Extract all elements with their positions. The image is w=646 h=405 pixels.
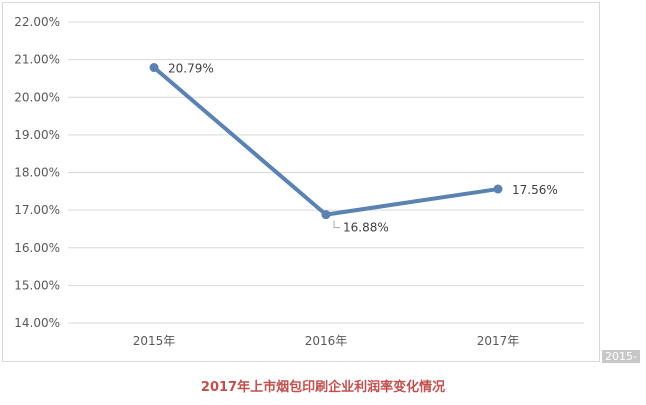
label-leader-line xyxy=(333,220,340,229)
corner-watermark: 2015- xyxy=(602,350,640,363)
data-point xyxy=(321,210,331,220)
y-tick-label: 21.00% xyxy=(14,53,60,67)
x-tick-label: 2016年 xyxy=(305,334,348,348)
x-tick-label: 2017年 xyxy=(477,334,520,348)
data-label: 17.56% xyxy=(512,183,558,197)
x-tick-label: 2015年 xyxy=(133,334,176,348)
y-tick-label: 19.00% xyxy=(14,128,60,142)
y-tick-label: 16.00% xyxy=(14,241,60,255)
data-point xyxy=(149,63,159,73)
y-tick-label: 15.00% xyxy=(14,278,60,292)
series-line xyxy=(152,65,500,217)
data-point xyxy=(493,184,503,194)
y-tick-label: 14.00% xyxy=(14,316,60,330)
y-tick-label: 17.00% xyxy=(14,203,60,217)
y-tick-label: 20.00% xyxy=(14,90,60,104)
data-label: 20.79% xyxy=(168,62,214,76)
y-tick-label: 18.00% xyxy=(14,166,60,180)
data-label: 16.88% xyxy=(343,221,389,235)
line-chart: 14.00% 15.00% 16.00% 17.00% 18.00% 19.00% 20.0… xyxy=(14,15,584,348)
chart-caption: 2017年上市烟包印刷企业利润率变化情况 xyxy=(200,380,446,395)
y-tick-label: 22.00% xyxy=(14,15,60,29)
chart-frame xyxy=(2,2,600,362)
